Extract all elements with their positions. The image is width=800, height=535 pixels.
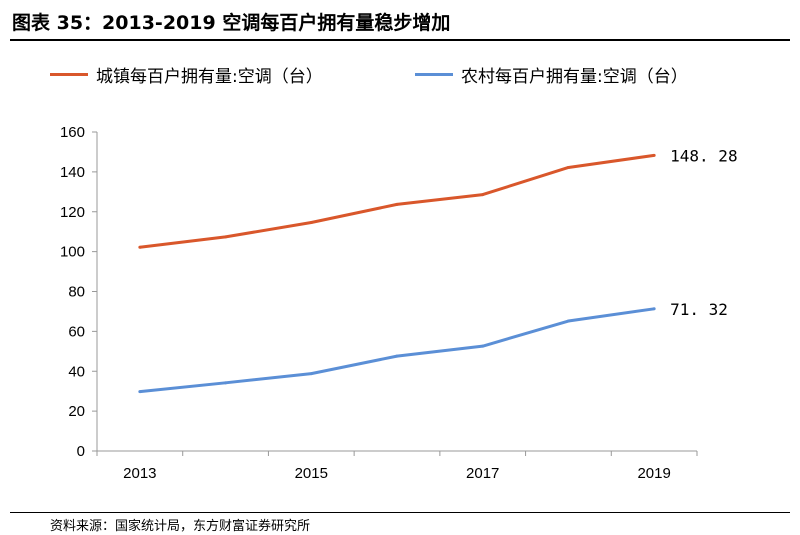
data-point	[481, 344, 485, 348]
data-point	[652, 153, 656, 157]
y-tick-label: 40	[68, 363, 85, 380]
data-point	[481, 193, 485, 197]
data-point	[395, 202, 399, 206]
y-tick-label: 120	[60, 204, 85, 221]
data-point	[224, 235, 228, 239]
legend-label-rural: 农村每百户拥有量:空调（台）	[461, 67, 688, 87]
y-tick-label: 140	[60, 164, 85, 181]
data-point	[138, 390, 142, 394]
x-tick-label: 2019	[637, 465, 670, 482]
x-tick-label: 2015	[295, 465, 328, 482]
y-tick-label: 80	[68, 284, 85, 301]
data-label-end: 148. 28	[670, 146, 737, 165]
figure-title: 图表 35：2013-2019 空调每百户拥有量稳步增加	[12, 12, 451, 34]
chart-legend: 城镇每百户拥有量:空调（台） 农村每百户拥有量:空调（台）	[0, 62, 800, 90]
data-label-end: 71. 32	[670, 300, 728, 319]
data-point	[309, 372, 313, 376]
data-point	[138, 245, 142, 249]
series-line-0	[139, 153, 655, 249]
y-tick-label: 60	[68, 323, 85, 340]
legend-label-urban: 城镇每百户拥有量:空调（台）	[96, 67, 323, 87]
data-point	[309, 221, 313, 225]
series-line-1	[139, 307, 655, 394]
y-tick-label: 0	[77, 443, 85, 460]
data-point	[566, 319, 570, 323]
data-point	[395, 354, 399, 358]
y-tick-label: 160	[60, 124, 85, 141]
data-point	[224, 381, 228, 385]
legend-swatch-rural	[415, 73, 453, 76]
x-tick-label: 2017	[466, 465, 499, 482]
source-divider	[10, 512, 790, 513]
data-point	[652, 307, 656, 311]
source-note: 资料来源：国家统计局，东方财富证券研究所	[50, 519, 311, 534]
x-tick-label: 2013	[123, 465, 156, 482]
legend-item-rural: 农村每百户拥有量:空调（台）	[415, 62, 688, 87]
legend-item-urban: 城镇每百户拥有量:空调（台）	[50, 62, 323, 87]
data-point	[566, 165, 570, 169]
y-tick-label: 100	[60, 244, 85, 261]
legend-swatch-urban	[50, 73, 88, 76]
title-divider	[10, 39, 790, 41]
y-tick-label: 20	[68, 403, 85, 420]
